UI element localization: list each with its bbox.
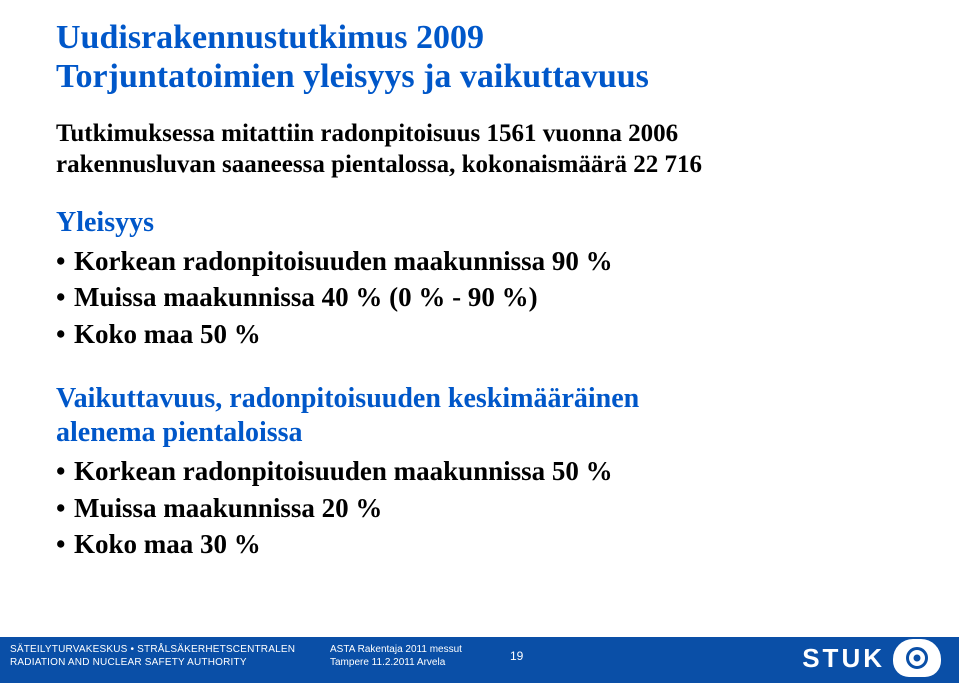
footer-bar: SÄTEILYTURVAKESKUS • STRÅLSÄKERHETSCENTR… (0, 637, 959, 683)
slide: Uudisrakennustutkimus 2009 Torjuntatoimi… (0, 0, 959, 683)
footer-org: SÄTEILYTURVAKESKUS • STRÅLSÄKERHETSCENTR… (10, 644, 295, 669)
bullet-item: •Koko maa 30 % (56, 526, 911, 562)
bullet-item: •Korkean radonpitoisuuden maakunnissa 90… (56, 243, 911, 279)
footer-org-line2: RADIATION AND NUCLEAR SAFETY AUTHORITY (10, 657, 295, 670)
bullet-item: •Koko maa 50 % (56, 316, 911, 352)
subtitle-block: Tutkimuksessa mitattiin radonpitoisuus 1… (56, 118, 911, 181)
bullet-text: Muissa maakunnissa 20 % (74, 490, 382, 526)
content-area: Uudisrakennustutkimus 2009 Torjuntatoimi… (0, 0, 959, 563)
stuk-logo-icon (893, 639, 941, 677)
bullet-item: •Korkean radonpitoisuuden maakunnissa 50… (56, 453, 911, 489)
stuk-logo: STUK (802, 639, 941, 677)
subtitle-line-1: Tutkimuksessa mitattiin radonpitoisuus 1… (56, 118, 911, 149)
section2-heading: Vaikuttavuus, radonpitoisuuden keskimäär… (56, 382, 911, 449)
footer-page-number: 19 (510, 649, 523, 663)
section2-heading-line1: Vaikuttavuus, radonpitoisuuden keskimäär… (56, 382, 911, 416)
title-line-2: Torjuntatoimien yleisyys ja vaikuttavuus (56, 57, 911, 96)
footer-mid-line1: ASTA Rakentaja 2011 messut (330, 644, 462, 657)
bullet-text: Koko maa 50 % (74, 316, 261, 352)
stuk-logo-text: STUK (802, 643, 885, 674)
section2-bullets: •Korkean radonpitoisuuden maakunnissa 50… (56, 453, 911, 562)
section1-heading: Yleisyys (56, 207, 911, 239)
footer-org-line1: SÄTEILYTURVAKESKUS • STRÅLSÄKERHETSCENTR… (10, 644, 295, 657)
subtitle-line-2: rakennusluvan saaneessa pientalossa, kok… (56, 149, 911, 180)
footer-mid: ASTA Rakentaja 2011 messut Tampere 11.2.… (330, 644, 462, 669)
bullet-text: Korkean radonpitoisuuden maakunnissa 90 … (74, 243, 613, 279)
section2-heading-line2: alenema pientaloissa (56, 416, 911, 450)
bullet-text: Koko maa 30 % (74, 526, 261, 562)
bullet-text: Korkean radonpitoisuuden maakunnissa 50 … (74, 453, 613, 489)
section1-bullets: •Korkean radonpitoisuuden maakunnissa 90… (56, 243, 911, 352)
footer-mid-line2: Tampere 11.2.2011 Arvela (330, 657, 462, 670)
bullet-item: •Muissa maakunnissa 20 % (56, 490, 911, 526)
bullet-item: •Muissa maakunnissa 40 % (0 % - 90 %) (56, 279, 911, 315)
bullet-text: Muissa maakunnissa 40 % (0 % - 90 %) (74, 279, 538, 315)
title-line-1: Uudisrakennustutkimus 2009 (56, 18, 911, 57)
